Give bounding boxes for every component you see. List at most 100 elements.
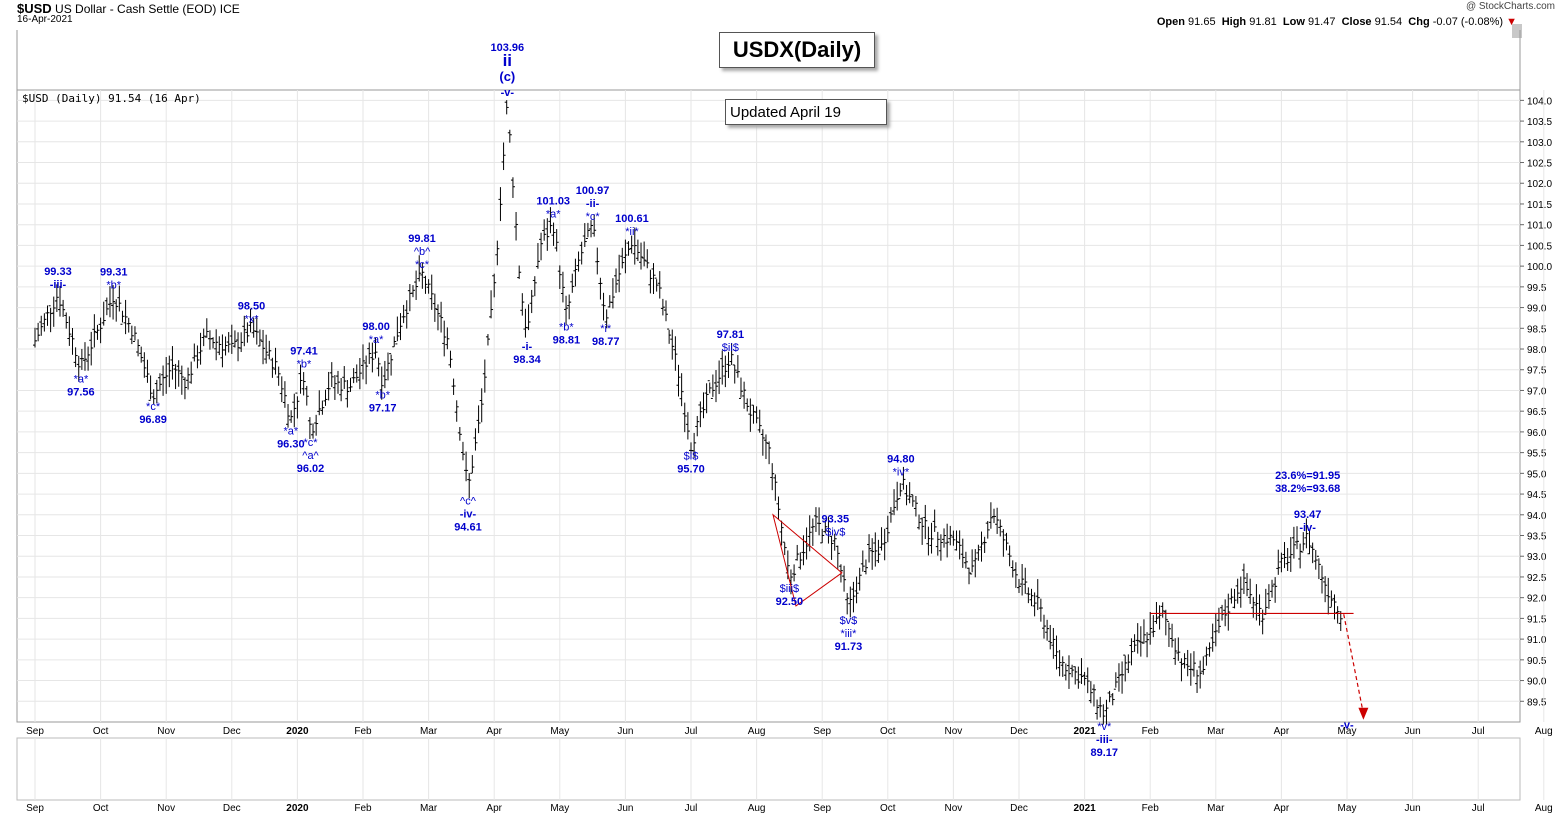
wave-label: 96.30: [277, 438, 305, 450]
projection-arrowhead: [1358, 707, 1369, 720]
wave-label: ii: [503, 51, 512, 70]
wave-label: *ii*: [625, 226, 639, 238]
price-tick-label: 89.5: [1527, 697, 1547, 708]
wave-label: ^a^: [302, 450, 319, 462]
wave-label: (c): [499, 69, 515, 84]
wave-label: $v$: [840, 615, 858, 627]
chg-label: Chg: [1408, 16, 1430, 28]
wave-label: *v*: [1097, 721, 1112, 733]
close-label: Close: [1341, 16, 1372, 28]
month-label: Jun: [617, 803, 633, 814]
wave-label: 96.02: [297, 463, 325, 475]
month-label: May: [550, 726, 569, 737]
price-tick-label: 97.0: [1527, 386, 1547, 397]
wave-label: $i$: [684, 450, 699, 462]
month-label: Dec: [1010, 726, 1028, 737]
chart-header-symbol: $USD US Dollar - Cash Settle (EOD) ICE: [17, 1, 240, 16]
wave-label: ^c^: [460, 496, 477, 508]
projection-line: [1343, 614, 1364, 714]
wave-label: -i-: [522, 341, 533, 353]
month-label: Oct: [93, 726, 109, 737]
month-label: Oct: [93, 803, 109, 814]
price-tick-label: 99.0: [1527, 304, 1547, 315]
month-label: May: [550, 803, 569, 814]
wave-label: -ii-: [586, 198, 600, 210]
wave-label: -v-: [501, 87, 515, 99]
wave-label: *c*: [146, 401, 161, 413]
wave-label: 99.31: [100, 267, 128, 279]
wave-label: 93.35: [822, 514, 850, 526]
wave-label: 97.17: [369, 402, 397, 414]
price-tick-label: 96.5: [1527, 407, 1547, 418]
month-label: 2020: [286, 803, 309, 814]
price-tick-label: 101.0: [1527, 221, 1552, 232]
month-label: Sep: [813, 726, 831, 737]
month-label: Aug: [748, 803, 766, 814]
wave-label: *a*: [283, 425, 298, 437]
month-label: 2020: [286, 726, 309, 737]
month-label: Nov: [945, 726, 963, 737]
wave-label: 100.61: [615, 213, 649, 225]
month-label: Feb: [1142, 803, 1160, 814]
wave-label: 89.17: [1091, 747, 1119, 759]
price-tick-label: 100.5: [1527, 241, 1552, 252]
stamp-icon: [1512, 24, 1522, 38]
wave-label: 96.89: [139, 414, 167, 426]
wave-label: *a*: [546, 208, 561, 220]
wave-label: 99.81: [408, 233, 436, 245]
month-label: Sep: [26, 803, 44, 814]
month-label: Jul: [1472, 803, 1485, 814]
month-label: Jul: [685, 803, 698, 814]
month-label: Oct: [880, 803, 896, 814]
month-label: Feb: [1142, 726, 1160, 737]
wave-label: 98.34: [513, 354, 541, 366]
price-tick-label: 95.5: [1527, 449, 1547, 460]
wave-label: -iii-: [1096, 734, 1113, 746]
price-tick-label: 94.0: [1527, 511, 1547, 522]
wave-label: 97.81: [717, 329, 745, 341]
wave-label: *b*: [559, 321, 574, 333]
price-tick-label: 99.5: [1527, 283, 1547, 294]
month-label: Aug: [1535, 726, 1553, 737]
wave-label: *b*: [375, 389, 390, 401]
price-tick-label: 102.0: [1527, 179, 1552, 190]
wave-label: -iii-: [50, 279, 67, 291]
wave-label: 98.00: [362, 321, 390, 333]
price-tick-label: 91.0: [1527, 635, 1547, 646]
wave-label: $ii$: [722, 342, 739, 354]
wave-label: 94.80: [887, 454, 915, 466]
month-label: Mar: [420, 803, 438, 814]
wave-label: 38.2%=93.68: [1275, 483, 1340, 495]
price-tick-label: 97.5: [1527, 366, 1547, 377]
wave-label: 93.47: [1294, 509, 1322, 521]
triangle-pattern: [772, 513, 843, 607]
price-tick-label: 92.5: [1527, 573, 1547, 584]
wave-label: 97.56: [67, 386, 95, 398]
month-label: 2021: [1073, 726, 1096, 737]
month-label: Jun: [1405, 803, 1421, 814]
close-value: 91.54: [1374, 16, 1403, 28]
price-tick-label: 98.0: [1527, 345, 1547, 356]
wave-label: 91.73: [835, 641, 863, 653]
month-label: Mar: [1207, 726, 1225, 737]
month-label: Sep: [813, 803, 831, 814]
month-label: Apr: [486, 803, 502, 814]
month-label: Mar: [420, 726, 438, 737]
month-label: Jun: [1405, 726, 1421, 737]
month-label: Feb: [354, 726, 372, 737]
month-label: Sep: [26, 726, 44, 737]
wave-label: *x*: [244, 313, 259, 325]
wave-label: *a*: [369, 334, 384, 346]
wave-label: 98.50: [238, 300, 266, 312]
low-value: 91.47: [1307, 16, 1336, 28]
high-value: 91.81: [1249, 16, 1277, 28]
price-tick-label: 90.5: [1527, 656, 1547, 667]
price-tick-label: 95.0: [1527, 469, 1547, 480]
wave-label: 99.33: [44, 266, 72, 278]
month-label: Jul: [685, 726, 698, 737]
legend-label: $USD (Daily) 91.54 (16 Apr): [22, 92, 201, 105]
brand-label: @ StockCharts.com: [1465, 1, 1555, 12]
month-label: May: [1338, 726, 1357, 737]
chart-date: 16-Apr-2021: [17, 14, 73, 25]
